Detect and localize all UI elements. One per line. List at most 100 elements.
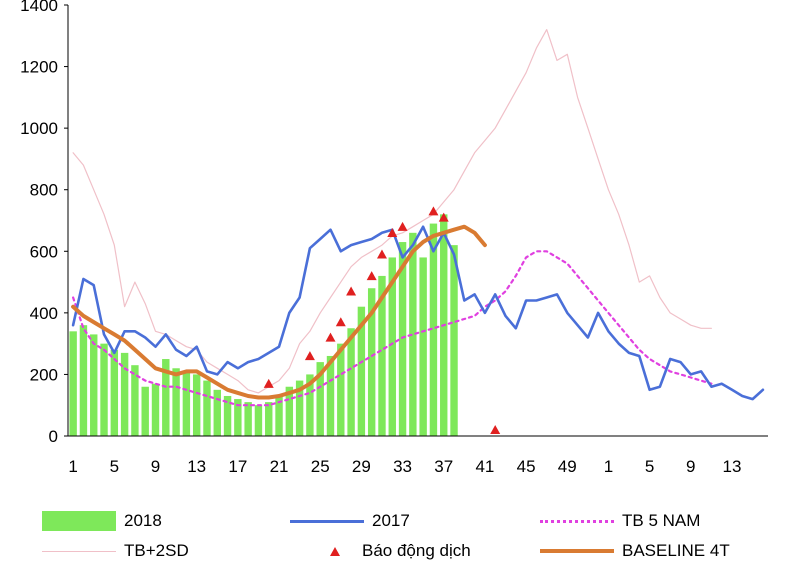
series-line-tb-5-nam bbox=[71, 250, 713, 407]
bar-2018 bbox=[254, 405, 263, 436]
series-line-2017 bbox=[71, 225, 765, 401]
legend-item-baseline: BASELINE 4T bbox=[540, 538, 730, 564]
legend-swatch-thick bbox=[540, 549, 614, 553]
bar-2018 bbox=[265, 402, 273, 436]
y-tick-label: 600 bbox=[30, 242, 58, 261]
bar-2018 bbox=[306, 374, 314, 436]
alert-marker bbox=[490, 425, 501, 434]
bar-2018 bbox=[213, 389, 221, 436]
bar-2018 bbox=[367, 288, 376, 436]
x-tick-label: 45 bbox=[517, 457, 536, 476]
x-tick-label: 13 bbox=[187, 457, 206, 476]
bar-2018 bbox=[398, 242, 407, 436]
bar-2018 bbox=[234, 399, 242, 436]
legend-label-tb5nam: TB 5 NAM bbox=[622, 511, 701, 530]
y-tick-label: 1200 bbox=[20, 58, 58, 77]
bar-2018 bbox=[203, 380, 211, 436]
bar-2018 bbox=[223, 395, 232, 436]
legend-label-tb2sd: TB+2SD bbox=[124, 541, 189, 560]
triangle-icon bbox=[330, 546, 340, 556]
alert-marker bbox=[304, 351, 315, 361]
alert-marker bbox=[376, 249, 387, 259]
bar-2018 bbox=[110, 349, 119, 436]
x-tick-label: 33 bbox=[393, 457, 412, 476]
alert-marker bbox=[428, 206, 439, 216]
alert-marker bbox=[387, 227, 398, 237]
bar-2018 bbox=[90, 334, 98, 436]
bar-2018 bbox=[151, 383, 160, 436]
bar-2018 bbox=[275, 395, 283, 436]
x-tick-label: 17 bbox=[228, 457, 247, 476]
alert-marker bbox=[346, 286, 357, 296]
y-tick-label: 0 bbox=[49, 427, 58, 446]
bar-2018 bbox=[378, 275, 386, 436]
y-tick-label: 1400 bbox=[20, 0, 58, 15]
x-tick-label: 9 bbox=[151, 457, 160, 476]
bar-2018 bbox=[326, 355, 335, 436]
legend-label-baseline: BASELINE 4T bbox=[622, 541, 730, 560]
bar-2018 bbox=[79, 325, 88, 436]
alert-marker bbox=[366, 271, 377, 281]
series-line-baseline-4t bbox=[71, 224, 487, 400]
x-tick-label: 29 bbox=[352, 457, 371, 476]
alert-marker bbox=[335, 317, 346, 327]
x-tick-label: 25 bbox=[311, 457, 330, 476]
alert-marker bbox=[438, 212, 449, 222]
bar-2018 bbox=[285, 386, 294, 436]
legend-label-2018: 2018 bbox=[124, 511, 162, 530]
bar-2018 bbox=[429, 223, 438, 436]
y-tick-labels: 0 200 400 600 800 1000 1200 1400 bbox=[20, 0, 68, 446]
legend-item-2017: 2017 bbox=[290, 508, 410, 534]
bar-2018 bbox=[172, 368, 180, 436]
bar-2018 bbox=[141, 386, 149, 436]
bar-2018 bbox=[69, 331, 77, 436]
chart-plot: 0 200 400 600 800 1000 1200 1400 1 5 9 13 17 21 25 29 3… bbox=[20, 0, 768, 476]
bar-2018 bbox=[131, 365, 139, 436]
x-tick-label: 1 bbox=[68, 457, 77, 476]
y-tick-label: 800 bbox=[30, 181, 58, 200]
bar-2018 bbox=[357, 306, 366, 436]
bar-2018 bbox=[419, 257, 427, 436]
x-tick-label: 21 bbox=[270, 457, 289, 476]
x-tick-label: 5 bbox=[110, 457, 119, 476]
x-tick-label: 37 bbox=[434, 457, 453, 476]
x-tick-label: 13 bbox=[723, 457, 742, 476]
bar-2018 bbox=[347, 328, 355, 436]
bar-2018 bbox=[337, 343, 345, 436]
bar-2018 bbox=[244, 402, 252, 436]
legend-label-alert: Báo động dịch bbox=[362, 541, 471, 560]
legend-swatch-dotted bbox=[540, 519, 614, 523]
x-tick-labels: 1 5 9 13 17 21 25 29 33 37 41 45 49 1 5 9 13 bbox=[68, 457, 741, 476]
x-tick-label: 49 bbox=[558, 457, 577, 476]
bar-2018 bbox=[316, 362, 324, 436]
bar-2018 bbox=[450, 245, 458, 436]
bar-2018 bbox=[192, 374, 201, 436]
legend-swatch-bar bbox=[42, 511, 116, 531]
bar-2018 bbox=[388, 257, 396, 436]
bar-2018 bbox=[182, 371, 191, 436]
legend-label-2017: 2017 bbox=[372, 511, 410, 530]
legend-item-2018: 2018 bbox=[42, 508, 162, 534]
bar-2018 bbox=[120, 352, 129, 436]
legend-item-tb5nam: TB 5 NAM bbox=[540, 508, 700, 534]
alert-marker bbox=[263, 378, 274, 388]
legend-item-alert: Báo động dịch bbox=[330, 538, 471, 564]
y-tick-label: 200 bbox=[30, 365, 58, 384]
bar-2018 bbox=[409, 232, 417, 436]
x-tick-label: 5 bbox=[645, 457, 654, 476]
legend-swatch-thin bbox=[42, 550, 116, 552]
x-tick-label: 41 bbox=[475, 457, 494, 476]
legend-swatch-line bbox=[290, 519, 364, 523]
y-tick-label: 400 bbox=[30, 304, 58, 323]
bar-2018 bbox=[100, 343, 108, 436]
bar-2018 bbox=[295, 380, 304, 436]
alert-marker bbox=[325, 332, 336, 342]
alert-marker bbox=[397, 221, 408, 231]
alert-markers bbox=[263, 206, 501, 434]
legend: 2018 2017 TB 5 NAM TB+2SD Báo động dịch … bbox=[0, 500, 800, 571]
bar-2018 bbox=[162, 359, 170, 436]
line-series bbox=[71, 29, 765, 407]
legend-item-tb2sd: TB+2SD bbox=[42, 538, 189, 564]
x-tick-label: 9 bbox=[686, 457, 695, 476]
x-tick-label: 1 bbox=[604, 457, 613, 476]
